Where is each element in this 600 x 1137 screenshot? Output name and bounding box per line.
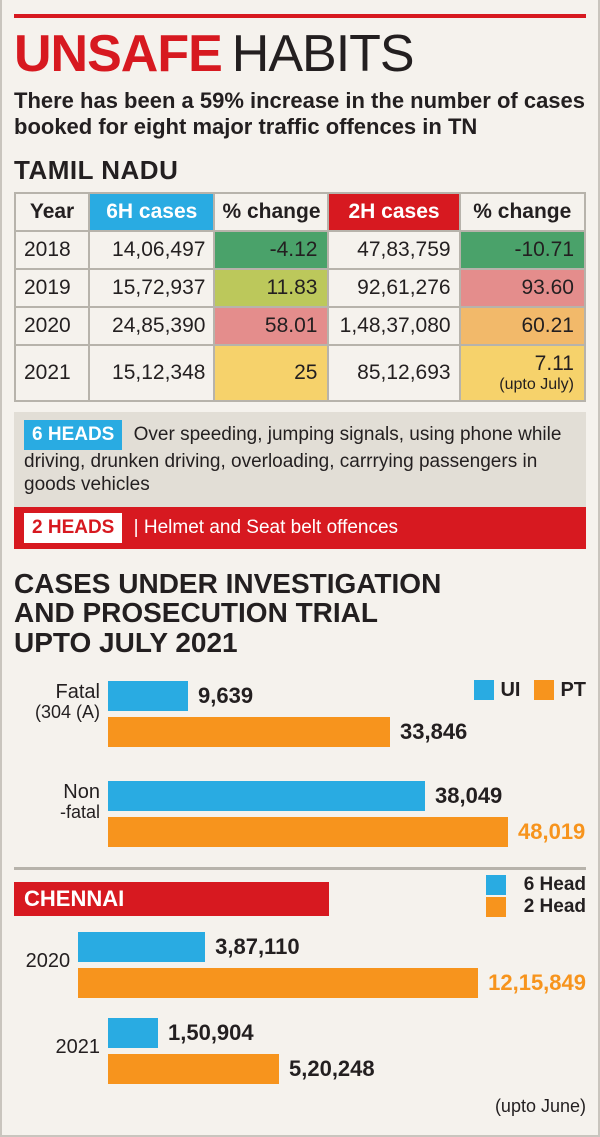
val-6head: 3,87,110 — [215, 934, 299, 960]
val-pt: 48,019 — [518, 819, 585, 845]
table-row: 202115,12,3482585,12,6937.11(upto July) — [15, 345, 585, 401]
col-6h: 6H cases — [89, 193, 214, 231]
inv-label: Non-fatal — [14, 781, 108, 823]
badge-2heads: 2 HEADS — [24, 513, 122, 543]
cell-year: 2021 — [15, 345, 89, 401]
headline: UNSAFE HABITS — [14, 14, 586, 84]
cell-2h: 85,12,693 — [328, 345, 459, 401]
h2-swatch-icon — [486, 897, 506, 917]
cell-pct1: -4.12 — [214, 231, 328, 269]
cell-2h: 1,48,37,080 — [328, 307, 459, 345]
val-6head: 1,50,904 — [168, 1020, 254, 1046]
cell-pct1: 58.01 — [214, 307, 328, 345]
val-ui: 9,639 — [198, 683, 253, 709]
cell-6h: 14,06,497 — [89, 231, 214, 269]
chennai-footnote: (upto June) — [14, 1096, 586, 1117]
cell-2h: 47,83,759 — [328, 231, 459, 269]
text-2heads: | Helmet and Seat belt offences — [134, 517, 398, 538]
bar-6head: 3,87,110 — [78, 932, 586, 962]
legend-6heads: 6 HEADS Over speeding, jumping signals, … — [14, 412, 586, 507]
col-year: Year — [15, 193, 89, 231]
divider — [14, 867, 586, 870]
chennai-legend: 6 Head 2 Head — [486, 874, 586, 918]
inv-title-l3: UPTO JULY 2021 — [14, 628, 586, 657]
bar-2head: 12,15,849 — [78, 968, 586, 998]
cell-6h: 24,85,390 — [89, 307, 214, 345]
cell-6h: 15,12,348 — [89, 345, 214, 401]
cell-pct2: 7.11(upto July) — [460, 345, 585, 401]
chennai-bars: 2020 3,87,110 12,15,849 2021 1,50,904 5,20,24… — [14, 932, 586, 1090]
cell-pct1: 25 — [214, 345, 328, 401]
bar-ui: 38,049 — [108, 781, 586, 811]
inv-label: Fatal(304 (A) — [14, 681, 108, 723]
chn-year: 2021 — [14, 1018, 108, 1058]
legend-6head: 6 Head — [486, 874, 586, 896]
investigation-bars: UI PT Fatal(304 (A)9,63933,846Non-fatal3… — [14, 681, 586, 853]
headline-word1: UNSAFE — [14, 24, 222, 84]
chn-year: 2020 — [14, 932, 78, 972]
val-ui: 38,049 — [435, 783, 502, 809]
bar-pt: 48,019 — [108, 817, 586, 847]
subhead: There has been a 59% increase in the num… — [14, 88, 586, 141]
cell-pct1: 11.83 — [214, 269, 328, 307]
val-2head: 12,15,849 — [488, 970, 586, 996]
headline-word2: HABITS — [232, 24, 414, 84]
chennai-label: CHENNAI — [14, 882, 329, 916]
bar-pt: 33,846 — [108, 717, 586, 747]
col-pct1: % change — [214, 193, 328, 231]
cell-pct2: 60.21 — [460, 307, 585, 345]
inv-title-l2: AND PROSECUTION TRIAL — [14, 598, 586, 627]
table-row: 201915,72,93711.8392,61,27693.60 — [15, 269, 585, 307]
val-2head: 5,20,248 — [289, 1056, 375, 1082]
cell-6h: 15,72,937 — [89, 269, 214, 307]
tn-label: TAMIL NADU — [14, 155, 586, 186]
val-pt: 33,846 — [400, 719, 467, 745]
cell-2h: 92,61,276 — [328, 269, 459, 307]
cell-year: 2020 — [15, 307, 89, 345]
cell-pct2: -10.71 — [460, 231, 585, 269]
cell-year: 2018 — [15, 231, 89, 269]
bar-2head: 5,20,248 — [108, 1054, 586, 1084]
bar-6head: 1,50,904 — [108, 1018, 586, 1048]
table-row: 201814,06,497-4.1247,83,759-10.71 — [15, 231, 585, 269]
cell-year: 2019 — [15, 269, 89, 307]
tn-header-row: Year 6H cases % change 2H cases % change — [15, 193, 585, 231]
tn-table: Year 6H cases % change 2H cases % change… — [14, 192, 586, 402]
legend-2heads: 2 HEADS | Helmet and Seat belt offences — [14, 507, 586, 549]
col-2h: 2H cases — [328, 193, 459, 231]
h6-swatch-icon — [486, 875, 506, 895]
legend-2head: 2 Head — [486, 896, 586, 918]
inv-group: Fatal(304 (A) 9,639 33,846 — [14, 681, 586, 753]
table-row: 202024,85,39058.011,48,37,08060.21 — [15, 307, 585, 345]
inv-title-l1: CASES UNDER INVESTIGATION — [14, 569, 586, 598]
col-pct2: % change — [460, 193, 585, 231]
cell-pct2: 93.60 — [460, 269, 585, 307]
bar-ui: 9,639 — [108, 681, 586, 711]
badge-6heads: 6 HEADS — [24, 420, 122, 450]
chennai-group: 2021 1,50,904 5,20,248 — [14, 1018, 586, 1090]
chennai-group: 2020 3,87,110 12,15,849 — [14, 932, 586, 1004]
inv-group: Non-fatal 38,049 48,019 — [14, 781, 586, 853]
investigation-title: CASES UNDER INVESTIGATION AND PROSECUTIO… — [14, 569, 586, 657]
